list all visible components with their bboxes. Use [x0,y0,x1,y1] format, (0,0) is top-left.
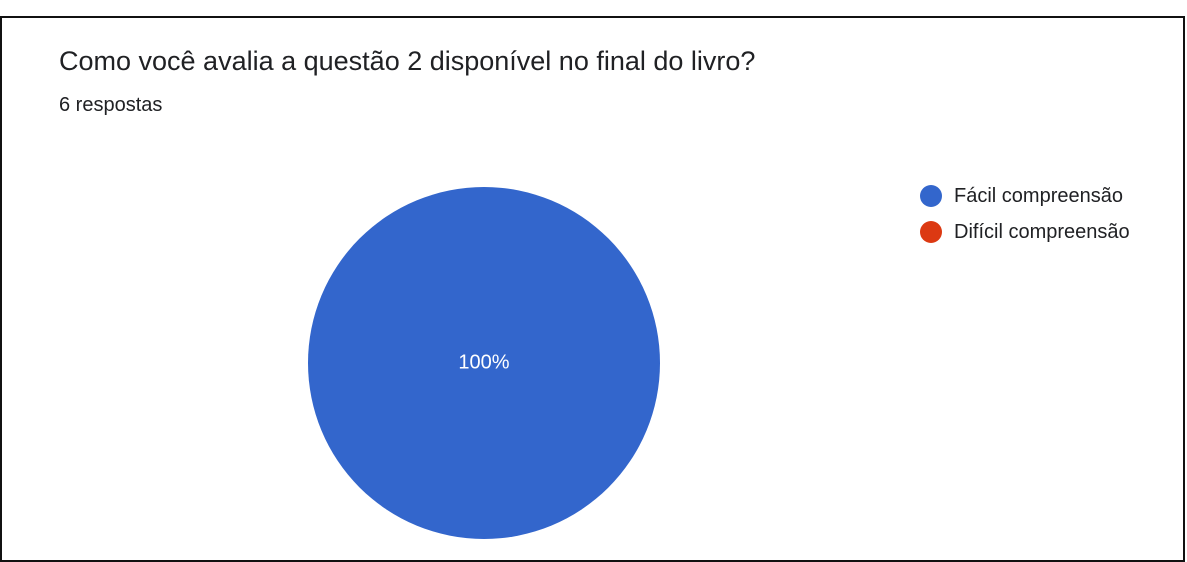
legend-swatch-dificil [920,221,942,243]
chart-card: Como você avalia a questão 2 disponível … [0,16,1185,562]
legend: Fácil compreensão Difícil compreensão [920,178,1130,250]
legend-label-dificil: Difícil compreensão [954,220,1130,243]
pie-label-facil-compreensao: 100% [458,351,509,373]
legend-label-facil: Fácil compreensão [954,184,1123,207]
legend-item-dificil[interactable]: Difícil compreensão [920,214,1130,250]
legend-item-facil[interactable]: Fácil compreensão [920,178,1130,214]
response-count: 6 respostas [59,94,163,116]
pie-slice-facil-compreensao[interactable] [308,187,660,539]
pie-chart: 100% [308,187,660,539]
chart-title: Como você avalia a questão 2 disponível … [59,46,756,76]
top-strip [0,0,1187,16]
legend-swatch-facil [920,185,942,207]
